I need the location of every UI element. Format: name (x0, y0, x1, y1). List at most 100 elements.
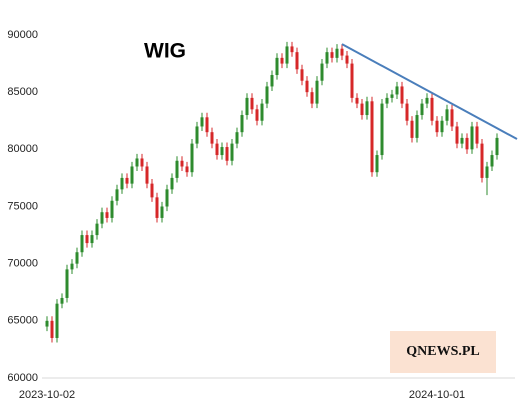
candle-body (485, 166, 489, 178)
candle-body (450, 109, 454, 127)
candle-body (170, 177, 174, 190)
candle-body (155, 197, 159, 218)
x-tick-label: 2023-10-02 (19, 389, 75, 401)
candle-body (360, 103, 364, 116)
candle-body (480, 143, 484, 178)
candle-body (205, 117, 209, 133)
candle-body (265, 86, 269, 104)
candle-body (310, 92, 314, 104)
candle-body (175, 160, 179, 178)
candle-body (45, 320, 49, 327)
candle-body (390, 94, 394, 98)
candle-body (490, 155, 494, 167)
candle-body (350, 63, 354, 98)
trendline (341, 43, 518, 140)
candle-body (235, 132, 239, 144)
candle-body (120, 177, 124, 190)
candle-body (280, 57, 284, 64)
candle-body (160, 206, 164, 218)
candle-body (145, 166, 149, 184)
candle-body (455, 126, 459, 144)
candle-body (140, 158, 144, 167)
candle-body (315, 80, 319, 104)
candle-body (130, 166, 134, 184)
candle-body (95, 223, 99, 236)
candle-body (415, 115, 419, 138)
candle-body (445, 109, 449, 121)
candle-body (335, 48, 339, 58)
y-tick-label: 70000 (7, 258, 38, 270)
candle-body (440, 120, 444, 133)
y-tick-label: 80000 (7, 143, 38, 155)
candle-body (495, 137, 499, 156)
candle-body (90, 235, 94, 244)
candle-body (75, 252, 79, 264)
candle-body (410, 120, 414, 138)
candle-body (110, 200, 114, 218)
candle-body (345, 55, 349, 64)
candle-body (465, 137, 469, 150)
candle-body (365, 101, 369, 116)
candle-body (70, 263, 74, 270)
candle-body (270, 75, 274, 87)
candle-body (220, 147, 224, 156)
candle-body (240, 115, 244, 133)
candle-body (470, 126, 474, 150)
candle-body (355, 97, 359, 104)
y-tick-label: 75000 (7, 200, 38, 212)
candle-body (385, 97, 389, 104)
candle-body (180, 160, 184, 167)
candle-body (55, 303, 59, 338)
candle-body (285, 46, 289, 64)
candle-body (165, 189, 169, 207)
candle-body (250, 97, 254, 110)
candle-body (430, 97, 434, 121)
candle-body (320, 63, 324, 81)
candle-body (425, 97, 429, 104)
y-tick-label: 85000 (7, 86, 38, 98)
candle-body (105, 212, 109, 218)
candle-body (135, 158, 139, 167)
candle-body (300, 69, 304, 81)
candle-body (150, 183, 154, 198)
candle-body (245, 97, 249, 116)
candle-body (65, 269, 69, 298)
candle-body (475, 126, 479, 144)
candle-body (125, 177, 129, 184)
candle-body (210, 132, 214, 144)
candle-body (395, 86, 399, 95)
candle-body (215, 143, 219, 156)
candle-body (290, 46, 294, 53)
candle-body (225, 147, 229, 161)
candle-body (80, 235, 84, 253)
candle-body (260, 103, 264, 121)
candle-body (50, 320, 54, 338)
candle-body (115, 189, 119, 201)
y-tick-label: 60000 (7, 372, 38, 384)
candle-body (325, 52, 329, 64)
candle-body (195, 126, 199, 144)
candle-body (420, 103, 424, 116)
candle-body (460, 137, 464, 144)
candle-body (375, 155, 379, 173)
watermark: QNEWS.PL (390, 331, 496, 373)
y-tick-label: 65000 (7, 315, 38, 327)
candle-body (85, 235, 89, 244)
candle-body (305, 80, 309, 93)
x-tick-label: 2024-10-01 (409, 389, 465, 401)
candle-body (405, 103, 409, 121)
y-tick-label: 90000 (7, 29, 38, 41)
candle-body (400, 86, 404, 104)
candle-body (380, 103, 384, 156)
candle-body (230, 143, 234, 161)
chart-title: WIG (144, 40, 186, 63)
candle-body (200, 117, 204, 127)
candle-body (370, 101, 374, 173)
candle-body (255, 109, 259, 121)
candle-body (435, 120, 439, 133)
candle-body (60, 297, 64, 304)
candle-body (190, 143, 194, 173)
candle-body (340, 48, 344, 56)
